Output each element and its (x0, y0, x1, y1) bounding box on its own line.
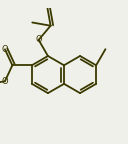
Text: O: O (2, 77, 8, 86)
Text: O: O (2, 45, 8, 54)
Text: O: O (35, 35, 42, 44)
